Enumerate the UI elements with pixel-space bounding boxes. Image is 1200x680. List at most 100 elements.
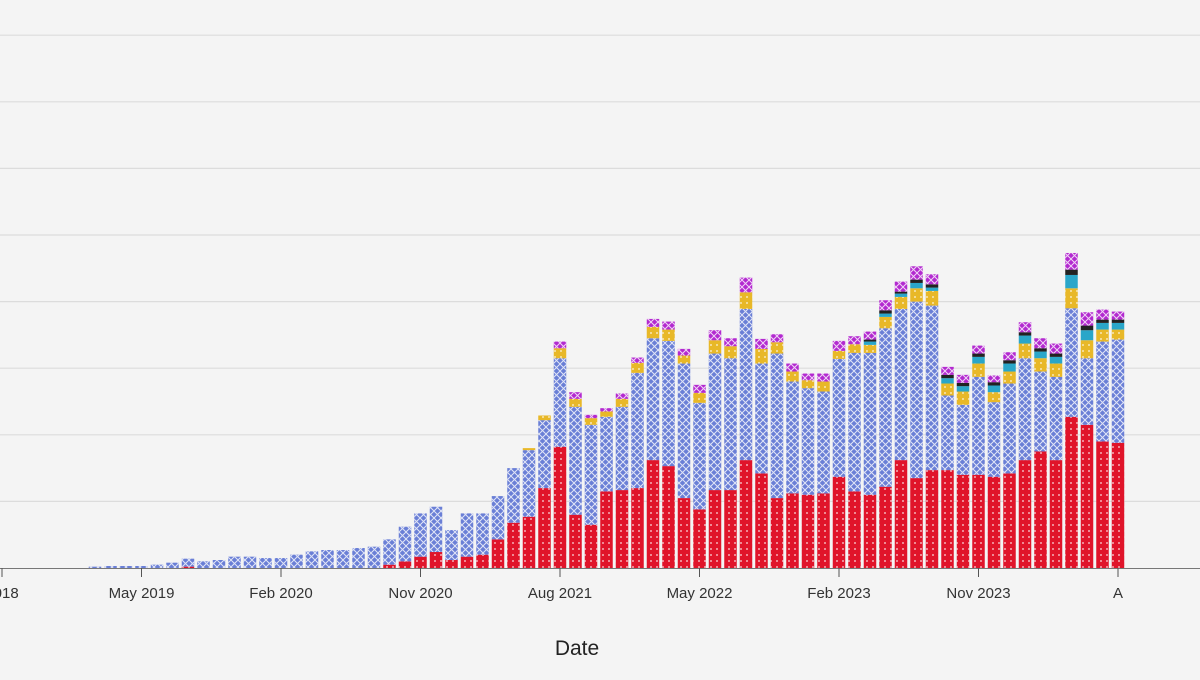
bar-texture-s1-2019-12 <box>243 556 257 568</box>
x-axis-title: Date <box>555 637 599 660</box>
bar-stack-2022-05 <box>693 384 706 568</box>
bar-segment-s4-2023-08 <box>925 284 939 288</box>
bar-stack-2023-01 <box>817 373 830 568</box>
bar-texture-s2-2021-07 <box>538 415 551 421</box>
x-tick-label: Nov 2020 <box>388 585 452 602</box>
bar-texture-s1-2022-04 <box>677 363 691 499</box>
bar-texture-s5-2023-08 <box>925 274 939 285</box>
bar-texture-s1-2024-01 <box>1003 383 1016 474</box>
bar-stack-2021-02 <box>460 513 474 568</box>
bar-stack-2021-09 <box>569 392 582 568</box>
bar-texture-s1-2021-09 <box>569 406 582 515</box>
bar-texture-s2-2021-10 <box>584 418 598 425</box>
bar-stack-2022-10 <box>770 334 784 568</box>
bar-texture-s0-2024-04 <box>1049 460 1063 568</box>
bar-texture-s1-2022-07 <box>724 358 737 491</box>
bar-segment-s3-2024-04 <box>1049 356 1063 364</box>
bar-stack-2023-12 <box>987 375 1001 568</box>
bar-texture-s5-2022-09 <box>755 338 768 349</box>
bar-texture-s0-2021-03 <box>476 554 489 568</box>
bar-texture-s0-2022-08 <box>739 460 753 568</box>
bar-texture-s1-2020-02 <box>274 558 288 568</box>
bar-stack-2024-04 <box>1049 343 1063 568</box>
bar-texture-s0-2022-06 <box>708 490 722 568</box>
bar-texture-s2-2021-06 <box>522 448 536 451</box>
bar-segment-s4-2024-02 <box>1018 332 1032 336</box>
bar-texture-s1-2022-01 <box>631 372 644 489</box>
bar-stack-2021-03 <box>476 513 489 568</box>
bar-texture-s0-2022-11 <box>786 493 799 568</box>
bar-texture-s1-2021-06 <box>522 450 536 517</box>
bar-segment-s4-2023-05 <box>879 310 892 314</box>
bar-texture-s2-2022-08 <box>739 292 753 309</box>
x-tick-label: Aug 2021 <box>528 585 592 602</box>
x-tick-label: Feb 2023 <box>807 585 870 602</box>
bar-texture-s0-2021-11 <box>600 491 613 568</box>
bar-stack-2021-08 <box>553 341 567 568</box>
bar-texture-s1-2023-04 <box>863 352 877 495</box>
bar-texture-s1-2019-03 <box>104 566 117 568</box>
bar-segment-s4-2023-07 <box>910 279 923 283</box>
bar-texture-s1-2024-08 <box>1111 339 1125 443</box>
bar-texture-s5-2024-05 <box>1065 252 1078 270</box>
bar-texture-s2-2023-09 <box>941 383 954 396</box>
bar-texture-s0-2022-12 <box>801 494 815 568</box>
bar-texture-s1-2024-05 <box>1065 308 1078 417</box>
bar-stack-2019-05 <box>135 566 148 568</box>
bar-segment-s4-2023-04 <box>863 339 877 342</box>
bar-texture-s2-2024-05 <box>1065 288 1078 309</box>
bar-texture-s2-2022-02 <box>646 326 660 339</box>
bar-stack-2021-01 <box>445 530 458 568</box>
bar-texture-s1-2023-12 <box>987 402 1001 477</box>
bar-segment-s3-2024-08 <box>1111 322 1125 330</box>
bar-texture-s2-2021-09 <box>569 398 582 407</box>
bar-texture-s1-2022-11 <box>786 381 799 494</box>
bar-texture-s0-2021-05 <box>507 522 520 568</box>
bar-texture-s0-2024-07 <box>1096 441 1109 568</box>
bar-stack-2019-07 <box>166 562 179 568</box>
bar-stack-2023-10 <box>956 374 970 568</box>
bar-texture-s5-2024-01 <box>1003 352 1016 361</box>
bar-segment-s4-2024-04 <box>1049 353 1063 357</box>
bar-texture-s1-2022-03 <box>662 340 675 467</box>
bar-texture-s5-2022-06 <box>708 330 722 341</box>
bar-texture-s2-2021-11 <box>600 411 613 417</box>
bar-texture-s5-2021-08 <box>553 341 567 349</box>
bar-segment-s3-2023-12 <box>987 385 1001 393</box>
bar-texture-s5-2023-06 <box>894 281 908 292</box>
bar-texture-s1-2021-05 <box>507 468 520 523</box>
bar-texture-s0-2022-09 <box>755 473 768 568</box>
bar-texture-s5-2022-05 <box>693 384 706 393</box>
bar-stacks <box>88 252 1125 568</box>
bar-stack-2020-02 <box>274 558 288 568</box>
bar-texture-s0-2024-06 <box>1080 424 1094 568</box>
bar-texture-s1-2021-04 <box>491 496 505 540</box>
bar-texture-s0-2024-03 <box>1034 451 1047 568</box>
bar-texture-s5-2023-03 <box>848 336 861 345</box>
bar-texture-s1-2020-09 <box>383 539 396 565</box>
bar-texture-s0-2022-02 <box>646 460 660 568</box>
bar-texture-s1-2020-04 <box>305 551 319 568</box>
bar-texture-s1-2019-05 <box>135 566 148 568</box>
bar-texture-s0-2020-10 <box>398 561 412 568</box>
x-tick-label: 2018 <box>0 585 19 602</box>
bar-stack-2023-08 <box>925 274 939 568</box>
bar-texture-s1-2021-08 <box>553 358 567 447</box>
bar-texture-s1-2022-09 <box>755 363 768 474</box>
bar-texture-s1-2020-06 <box>336 550 350 568</box>
bar-stack-2024-07 <box>1096 309 1109 568</box>
bar-segment-s3-2023-08 <box>925 287 939 291</box>
bar-segment-s3-2023-05 <box>879 313 892 317</box>
bar-texture-s5-2021-12 <box>615 393 629 399</box>
bar-texture-s1-2024-06 <box>1080 358 1094 425</box>
bar-texture-s2-2024-06 <box>1080 340 1094 359</box>
bar-stack-2019-02 <box>88 566 102 568</box>
bar-texture-s0-2022-01 <box>631 488 644 568</box>
bar-stack-2023-06 <box>894 281 908 568</box>
bar-texture-s5-2021-11 <box>600 408 613 412</box>
bar-texture-s1-2019-02 <box>88 566 102 568</box>
bar-segment-s4-2023-10 <box>956 382 970 387</box>
bar-stack-2023-05 <box>879 300 892 568</box>
bar-texture-s1-2024-02 <box>1018 358 1032 461</box>
bar-texture-s0-2024-01 <box>1003 473 1016 568</box>
